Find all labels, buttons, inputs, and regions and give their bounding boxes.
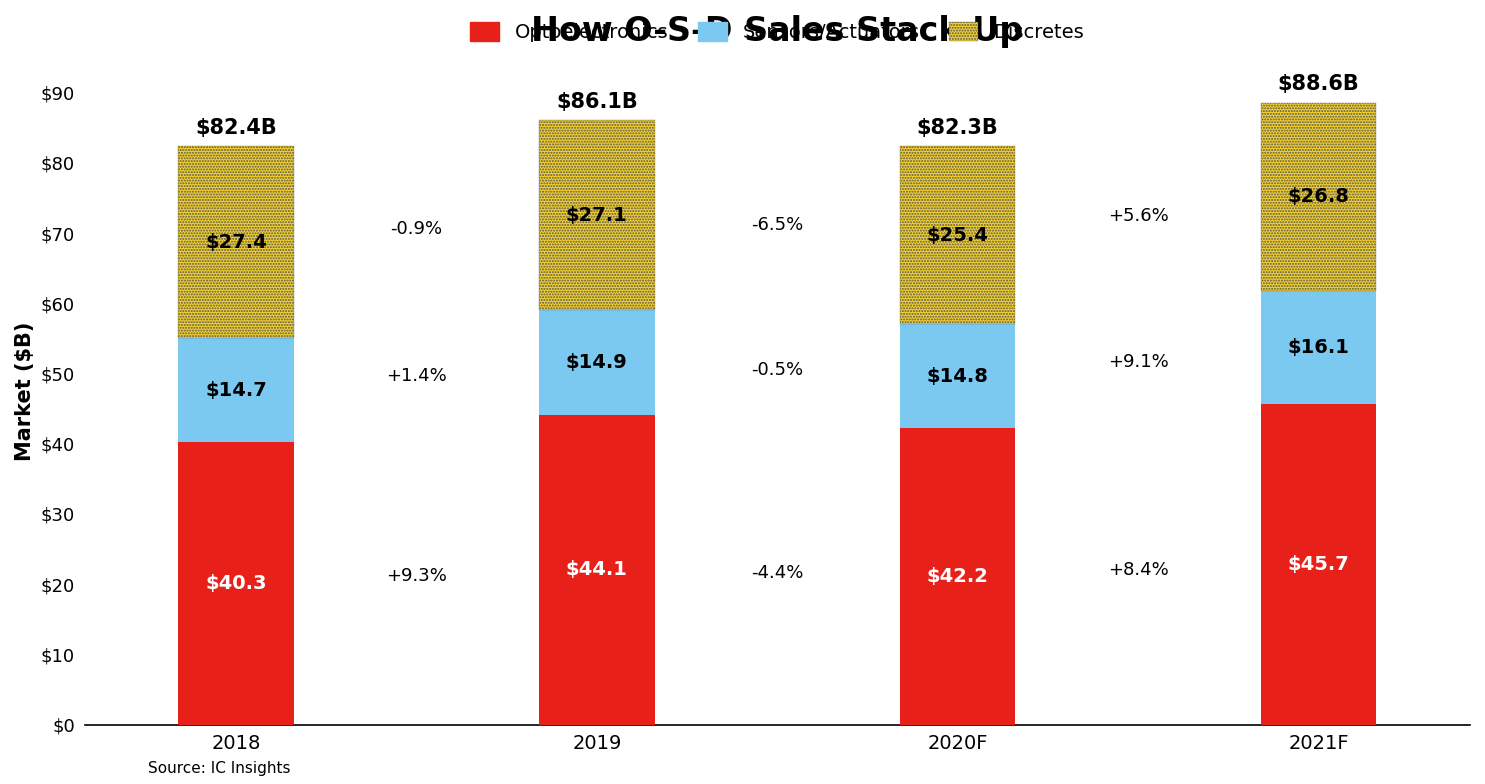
- Bar: [900, 428, 1016, 724]
- Text: $14.7: $14.7: [205, 380, 267, 400]
- Text: $82.4B: $82.4B: [195, 118, 276, 138]
- Bar: [539, 120, 655, 310]
- Bar: [178, 146, 294, 339]
- Text: +9.3%: +9.3%: [386, 568, 447, 586]
- Bar: [900, 325, 1016, 428]
- Text: $14.8: $14.8: [927, 367, 989, 386]
- Text: $45.7: $45.7: [1287, 555, 1350, 574]
- Bar: [178, 441, 294, 724]
- Text: $25.4: $25.4: [927, 226, 989, 245]
- Text: $88.6B: $88.6B: [1277, 74, 1359, 94]
- Text: Source: IC Insights: Source: IC Insights: [148, 761, 291, 776]
- Legend: Optoelectronics, Sensors/Actuators, Discretes: Optoelectronics, Sensors/Actuators, Disc…: [462, 14, 1091, 50]
- Text: $42.2: $42.2: [927, 567, 989, 586]
- Text: $44.1: $44.1: [566, 561, 628, 579]
- Text: +8.4%: +8.4%: [1108, 561, 1169, 579]
- Text: $82.3B: $82.3B: [916, 118, 998, 138]
- Text: +1.4%: +1.4%: [386, 368, 447, 386]
- Bar: [539, 310, 655, 415]
- Text: $26.8: $26.8: [1287, 187, 1350, 206]
- Text: +9.1%: +9.1%: [1108, 353, 1169, 371]
- Text: $86.1B: $86.1B: [555, 92, 637, 112]
- Text: +5.6%: +5.6%: [1108, 207, 1169, 225]
- Bar: [1261, 103, 1377, 291]
- Text: $27.1: $27.1: [566, 205, 628, 225]
- Bar: [1261, 291, 1377, 404]
- Bar: [1261, 404, 1377, 724]
- Text: -0.5%: -0.5%: [751, 361, 803, 379]
- Bar: [178, 339, 294, 441]
- Title: How O-S-D Sales Stack Up: How O-S-D Sales Stack Up: [532, 15, 1023, 48]
- Text: -4.4%: -4.4%: [751, 564, 803, 583]
- Text: $27.4: $27.4: [205, 233, 267, 252]
- Bar: [539, 415, 655, 724]
- Text: $40.3: $40.3: [205, 574, 267, 593]
- Text: $16.1: $16.1: [1287, 338, 1350, 357]
- Text: -0.9%: -0.9%: [391, 220, 443, 238]
- Text: -6.5%: -6.5%: [751, 216, 803, 234]
- Bar: [900, 146, 1016, 325]
- Text: $14.9: $14.9: [566, 354, 628, 372]
- Y-axis label: Market ($B): Market ($B): [15, 321, 36, 461]
